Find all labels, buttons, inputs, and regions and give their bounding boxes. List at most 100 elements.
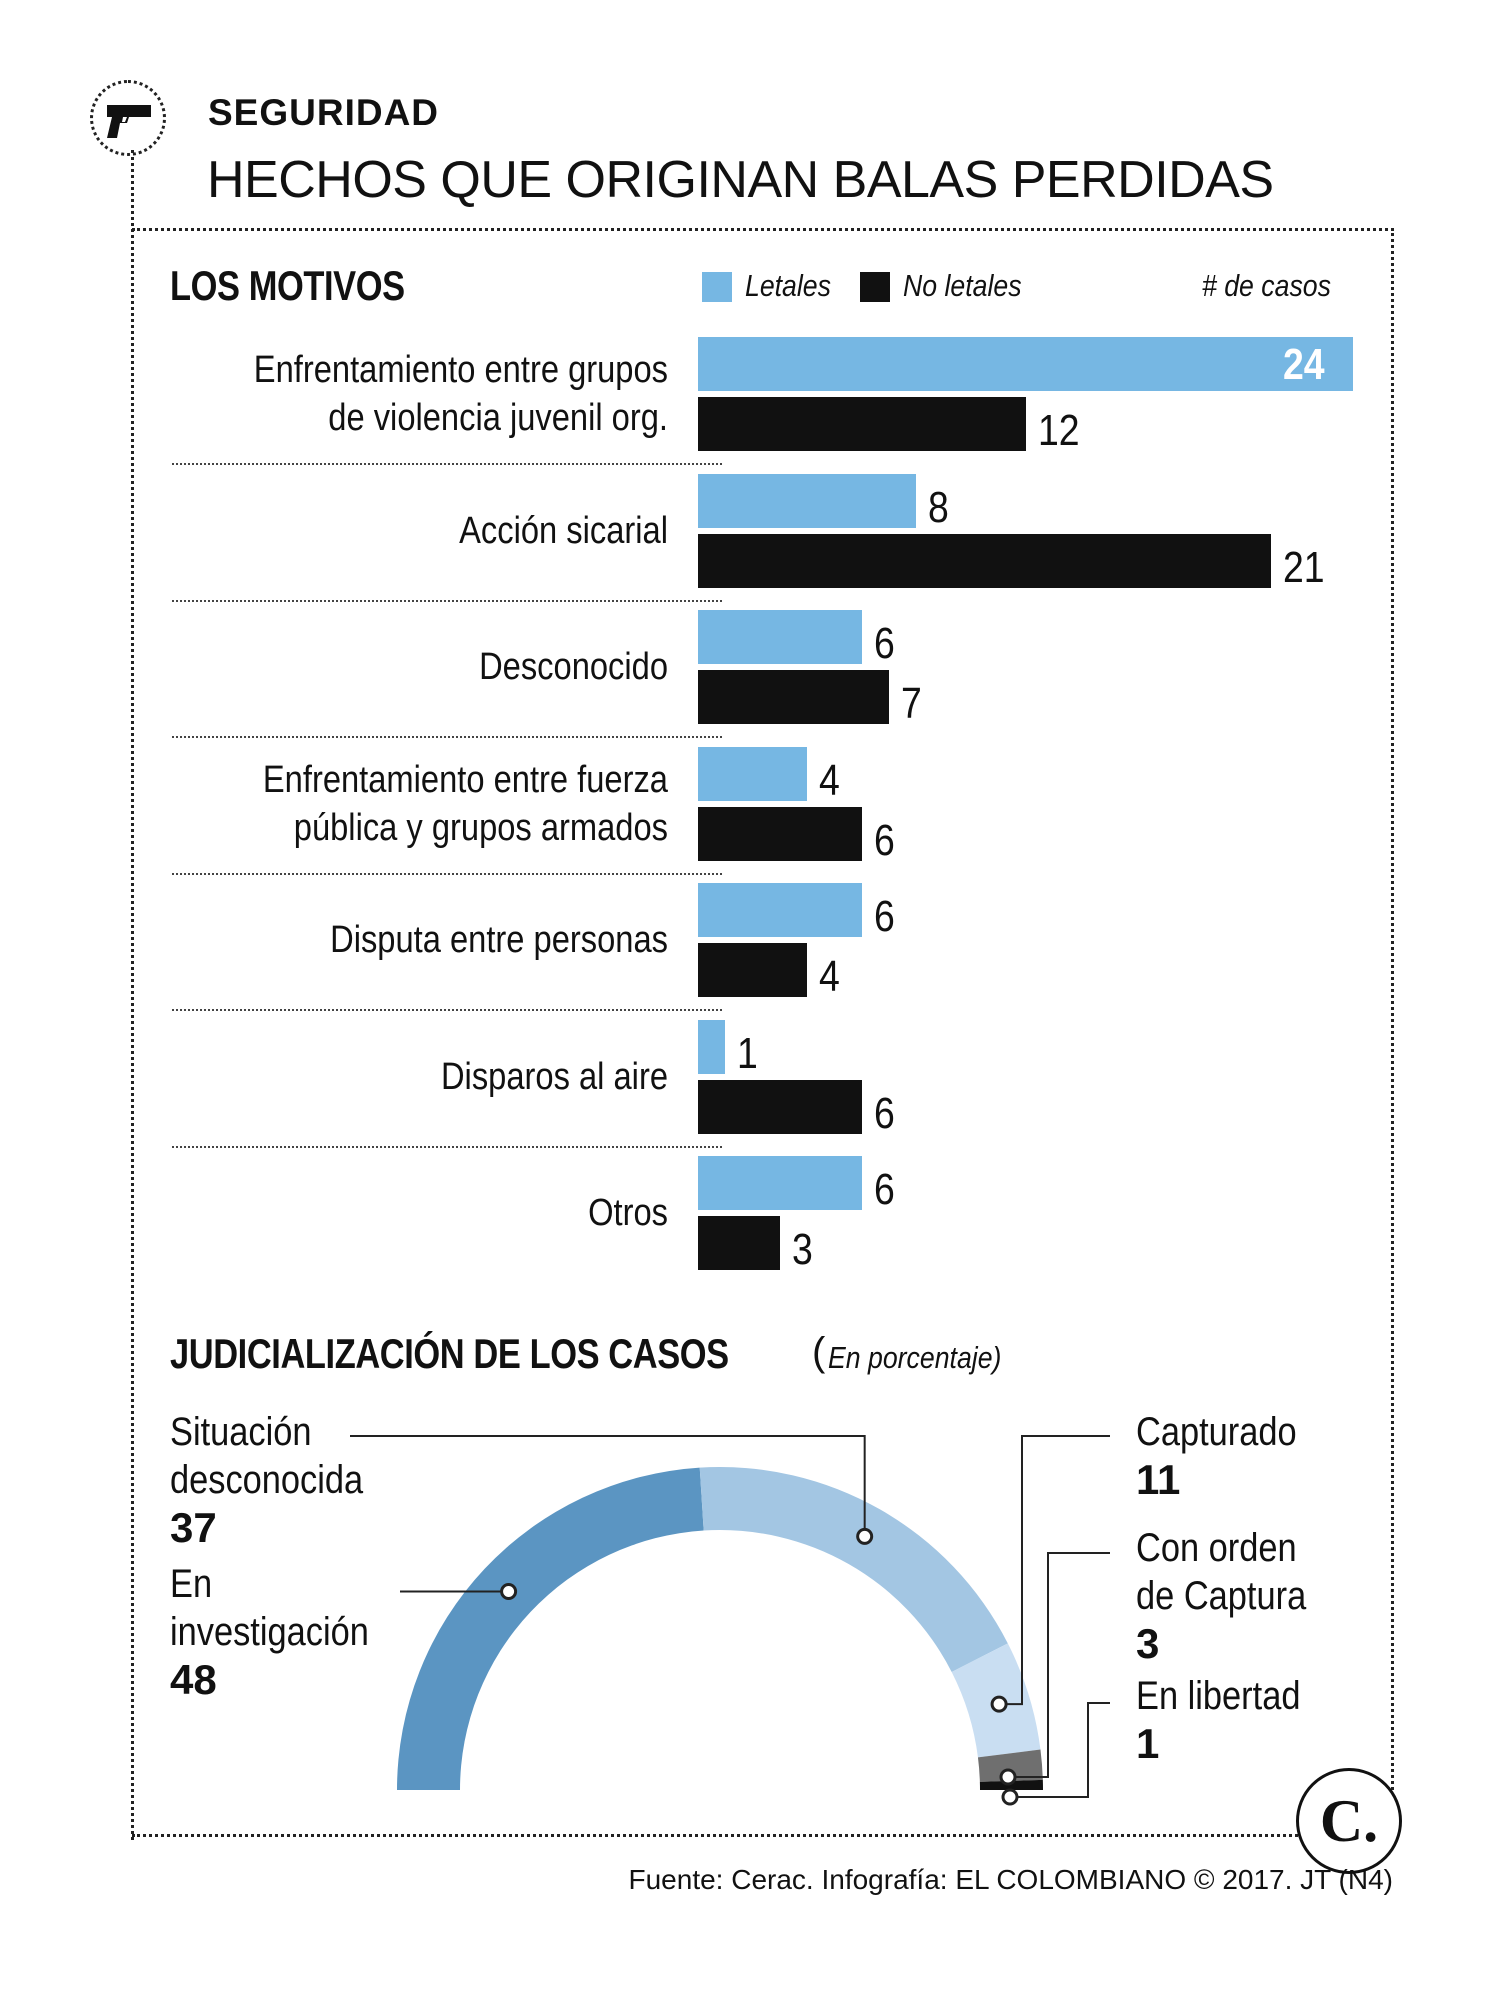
source-credit: Fuente: Cerac. Infografía: EL COLOMBIANO… bbox=[628, 1864, 1394, 1895]
donut-slice bbox=[397, 1467, 704, 1790]
bar-letales bbox=[698, 883, 862, 937]
group-separator bbox=[172, 872, 722, 875]
group-separator bbox=[172, 1009, 722, 1011]
category-label-line: Acción sicarial bbox=[459, 509, 668, 552]
bar-letales bbox=[698, 610, 862, 664]
bar-letales bbox=[698, 1156, 862, 1210]
data-label: 12 bbox=[1037, 406, 1080, 455]
category-label-line: Disparos al aire bbox=[440, 1055, 668, 1098]
group-separator bbox=[172, 463, 722, 465]
category-label-line: Enfrentamiento entre grupos bbox=[253, 349, 668, 391]
data-label: 7 bbox=[901, 679, 922, 728]
data-label: 6 bbox=[873, 815, 895, 865]
data-label: 8 bbox=[928, 482, 950, 532]
category-label: Acción sicarial bbox=[186, 507, 668, 555]
category-label: Disputa entre personas bbox=[186, 916, 668, 964]
data-label: 6 bbox=[873, 1088, 895, 1138]
category-label-line: Enfrentamiento entre fuerza bbox=[262, 758, 668, 801]
leader-line bbox=[999, 1435, 1110, 1706]
legend-label-no-letales: No letales bbox=[903, 268, 1022, 303]
bar-letales bbox=[698, 1019, 726, 1074]
donut-label: En libertad 1 bbox=[1136, 1672, 1327, 1768]
donut-label: Con orden de Captura 3 bbox=[1136, 1524, 1334, 1668]
leader-dot bbox=[500, 1582, 518, 1600]
category-label-line: pública y grupos armados bbox=[293, 806, 668, 849]
category-label: Otros bbox=[186, 1189, 668, 1237]
bar-no-letales bbox=[698, 397, 1026, 451]
data-label: 3 bbox=[791, 1225, 813, 1274]
donut-label: Capturado 11 bbox=[1136, 1408, 1323, 1504]
donut-label-line: investigación bbox=[170, 1610, 369, 1654]
donut-slice bbox=[979, 1779, 1043, 1790]
donut-slice bbox=[977, 1749, 1043, 1782]
motivos-heading: LOS MOTIVOS bbox=[170, 262, 405, 309]
legend-swatch-letales bbox=[702, 272, 732, 302]
group-separator bbox=[172, 599, 722, 602]
data-label: 21 bbox=[1283, 542, 1325, 592]
donut-label-line: Situación bbox=[170, 1410, 312, 1454]
donut-slice bbox=[699, 1467, 1008, 1672]
bar-letales bbox=[698, 746, 808, 801]
gun-icon bbox=[107, 105, 151, 138]
judicial-note: En porcentaje) bbox=[828, 1340, 1002, 1375]
judicial-heading: JUDICIALIZACIÓN DE LOS CASOS bbox=[170, 1330, 729, 1377]
data-label: 4 bbox=[819, 952, 840, 1001]
judicial-note-paren: ( bbox=[812, 1330, 826, 1374]
group-separator bbox=[172, 1145, 722, 1148]
donut-value: 37 bbox=[170, 1504, 217, 1551]
gun-icon-badge bbox=[90, 80, 166, 156]
leader-line bbox=[1010, 1702, 1110, 1798]
leader-dot bbox=[856, 1527, 874, 1545]
donut-label: Situación desconocida 37 bbox=[170, 1408, 395, 1552]
data-label: 24 bbox=[1283, 340, 1325, 389]
donut-label: En investigación 48 bbox=[170, 1560, 401, 1704]
donut-label-line: Con orden bbox=[1136, 1526, 1297, 1570]
bar-letales bbox=[698, 337, 1353, 391]
category-label: Enfrentamiento entre fuerza pública y gru… bbox=[186, 756, 668, 852]
bar-no-letales bbox=[698, 533, 1272, 588]
donut-value: 48 bbox=[170, 1656, 217, 1703]
unit-label: # de casos bbox=[1202, 268, 1331, 303]
data-label: 4 bbox=[819, 755, 840, 805]
donut-value: 3 bbox=[1136, 1620, 1160, 1667]
donut-label-line: En bbox=[170, 1562, 213, 1606]
legend-label-letales: Letales bbox=[745, 268, 831, 303]
data-label: 6 bbox=[873, 619, 895, 668]
category-label-line: Desconocido bbox=[479, 646, 668, 688]
el-colombiano-logo: C. bbox=[1296, 1768, 1402, 1874]
bar-letales bbox=[698, 473, 917, 528]
data-label: 6 bbox=[873, 892, 895, 941]
bar-no-letales bbox=[698, 1216, 780, 1270]
data-label: 1 bbox=[737, 1028, 759, 1078]
logo-text: C. bbox=[1319, 1788, 1379, 1854]
page-title: HECHOS QUE ORIGINAN BALAS PERDIDAS bbox=[207, 151, 1274, 209]
bar-no-letales bbox=[698, 806, 862, 861]
category-label-line: Otros bbox=[588, 1192, 668, 1234]
donut-label-line: Capturado bbox=[1136, 1410, 1297, 1454]
data-label: 6 bbox=[873, 1165, 895, 1214]
donut-value: 11 bbox=[1136, 1456, 1181, 1503]
category-label-line: Disputa entre personas bbox=[330, 919, 668, 961]
category-label: Disparos al aire bbox=[186, 1053, 668, 1101]
leader-dot bbox=[1001, 1788, 1019, 1806]
bar-no-letales bbox=[698, 1079, 862, 1134]
category-label: Desconocido bbox=[186, 643, 668, 691]
bar-no-letales bbox=[698, 670, 890, 724]
frame-left-border bbox=[131, 150, 134, 1840]
legend-swatch-no-letales bbox=[860, 272, 890, 302]
leader-dot bbox=[990, 1695, 1008, 1713]
donut-label-line: En libertad bbox=[1136, 1674, 1301, 1718]
leader-line bbox=[1008, 1552, 1110, 1778]
section-kicker: SEGURIDAD bbox=[208, 92, 440, 133]
category-label: Enfrentamiento entre grupos de violencia … bbox=[186, 346, 668, 442]
category-label-line: de violencia juvenil org. bbox=[328, 397, 668, 439]
donut-label-line: de Captura bbox=[1136, 1574, 1307, 1618]
bar-no-letales bbox=[698, 943, 808, 997]
donut-label-line: desconocida bbox=[170, 1458, 364, 1502]
leader-line bbox=[350, 1435, 866, 1537]
donut-value: 1 bbox=[1136, 1720, 1160, 1767]
leader-dot bbox=[999, 1768, 1017, 1786]
group-separator bbox=[172, 736, 722, 738]
frame-border bbox=[132, 228, 1394, 1837]
